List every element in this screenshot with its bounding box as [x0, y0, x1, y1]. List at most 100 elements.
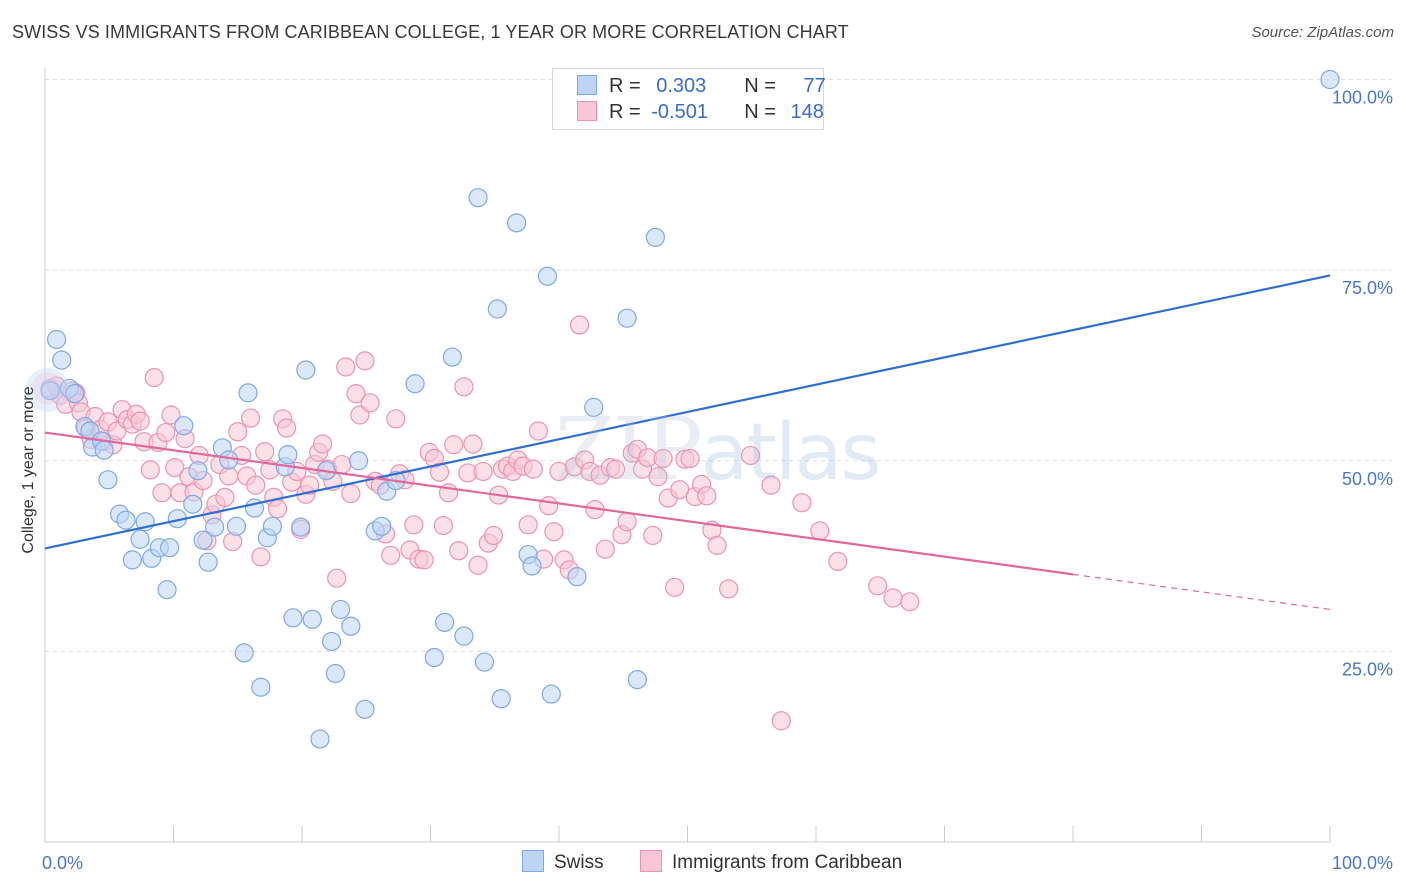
caribbean-point	[156, 422, 176, 443]
caribbean-point	[255, 442, 275, 462]
grid-lines	[45, 79, 1392, 652]
caribbean-point	[643, 525, 663, 546]
swiss-point	[1320, 69, 1340, 90]
swiss-point	[174, 416, 194, 436]
legend-row-caribbean: R = -0.501 N = 148	[577, 100, 824, 127]
caribbean-point	[429, 462, 450, 482]
swiss-point	[372, 516, 392, 536]
swiss-swatch	[577, 74, 597, 95]
swiss-point	[193, 530, 213, 550]
caribbean-point	[360, 393, 380, 413]
caribbean-point	[544, 522, 564, 542]
swiss-point	[325, 663, 346, 684]
swiss-legend-swatch	[522, 850, 544, 872]
caribbean-point	[449, 541, 469, 561]
caribbean-point	[341, 483, 361, 504]
swiss-point	[160, 538, 180, 558]
swiss-point	[454, 626, 474, 646]
swiss-point	[188, 461, 208, 481]
swiss-point	[341, 616, 361, 636]
swiss-point	[310, 729, 330, 749]
swiss-point	[219, 450, 239, 470]
caribbean-point	[404, 515, 424, 535]
y-axis-label: College, 1 year or more	[20, 386, 37, 553]
caribbean-point	[454, 377, 474, 397]
watermark: ZIPatlas	[555, 400, 881, 500]
swiss-point	[40, 381, 60, 401]
swiss-points	[25, 69, 1340, 749]
caribbean-point	[414, 550, 434, 570]
caribbean-point	[463, 434, 483, 454]
swiss-point	[122, 550, 142, 570]
swiss-point	[627, 669, 647, 690]
caribbean-point	[433, 515, 453, 536]
swiss-point	[474, 652, 495, 672]
swiss-point	[64, 384, 85, 404]
swiss-point	[435, 612, 455, 633]
swiss-point	[330, 599, 351, 620]
caribbean-point	[130, 411, 150, 431]
swiss-point	[52, 350, 72, 370]
stats-legend: R = 0.303 N = 77 R = -0.501 N = 148	[552, 68, 826, 130]
y-tick-label-25: 25.0%	[1342, 659, 1393, 679]
x-tick-label-min: 0.0%	[42, 853, 83, 873]
swiss-point	[491, 689, 511, 709]
caribbean-point	[144, 368, 164, 388]
caribbean-point	[241, 408, 261, 428]
swiss-n-value: 77	[803, 75, 826, 97]
caribbean-point	[346, 384, 366, 404]
caribbean-point	[605, 459, 626, 479]
swiss-point	[348, 451, 369, 471]
x-tick-label-max: 100.0%	[1332, 853, 1393, 873]
swiss-point	[116, 510, 136, 530]
watermark-atlas: atlas	[700, 408, 881, 498]
swiss-point	[442, 347, 462, 367]
swiss-point	[617, 308, 637, 328]
caribbean-point	[569, 315, 590, 335]
swiss-point	[321, 631, 342, 652]
caribbean-point	[312, 434, 333, 454]
swiss-point	[205, 517, 225, 537]
caribbean-point	[246, 475, 266, 495]
source-label: Source: ZipAtlas.com	[1251, 24, 1394, 41]
y-tick-labels: 25.0% 50.0% 75.0% 100.0%	[1332, 88, 1393, 680]
swiss-point	[234, 643, 254, 663]
caribbean-point	[336, 357, 356, 377]
caribbean-point	[386, 409, 406, 429]
swiss-r-value: 0.303	[656, 75, 707, 97]
swiss-point	[291, 517, 311, 537]
caribbean-legend-label: Immigrants from Caribbean	[672, 852, 903, 874]
caribbean-point	[680, 448, 700, 469]
swiss-point	[487, 299, 507, 319]
caribbean-legend-swatch	[640, 850, 662, 872]
caribbean-n-value: 148	[790, 101, 824, 123]
r-label: R =	[609, 101, 641, 123]
caribbean-point	[771, 711, 791, 731]
caribbean-point	[528, 421, 549, 441]
legend-row-swiss: R = 0.303 N = 77	[577, 74, 826, 101]
axes	[44, 68, 1331, 843]
caribbean-point	[267, 499, 288, 519]
swiss-point	[405, 374, 425, 394]
trend-lines	[44, 274, 1331, 611]
caribbean-point	[523, 459, 543, 479]
swiss-point	[251, 677, 271, 697]
swiss-point	[157, 580, 177, 600]
caribbean-point	[883, 588, 903, 608]
swiss-point	[130, 529, 150, 549]
caribbean-point	[350, 405, 370, 425]
caribbean-point	[719, 579, 739, 599]
caribbean-point	[444, 435, 464, 455]
caribbean-point	[697, 486, 717, 506]
swiss-point	[424, 647, 444, 668]
caribbean-point	[355, 351, 375, 371]
caribbean-point	[140, 460, 160, 480]
n-label: N =	[744, 101, 776, 123]
caribbean-trend-extension	[1072, 573, 1331, 611]
caribbean-point	[251, 547, 271, 567]
caribbean-point	[165, 458, 185, 478]
caribbean-point	[473, 461, 493, 482]
swiss-point	[355, 699, 375, 719]
caribbean-point	[665, 577, 685, 597]
caribbean-point	[900, 592, 920, 612]
